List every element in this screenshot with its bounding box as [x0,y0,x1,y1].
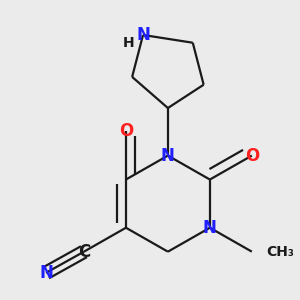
Text: O: O [245,147,259,165]
Text: C: C [78,243,90,261]
Text: CH₃: CH₃ [266,245,294,259]
Text: O: O [119,122,133,140]
Text: N: N [39,264,53,282]
Text: N: N [161,147,175,165]
Text: N: N [203,219,217,237]
Text: N: N [136,26,150,44]
Text: H: H [122,36,134,50]
